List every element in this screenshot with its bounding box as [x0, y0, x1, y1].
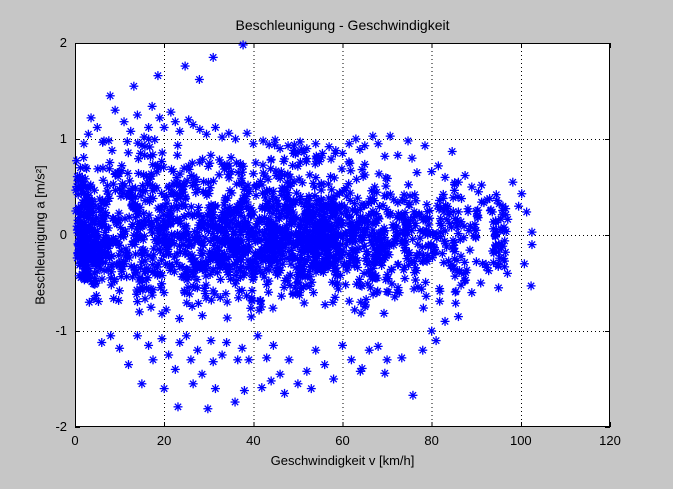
x-tick-label: 100 [509, 433, 532, 448]
y-tick-label: 2 [59, 35, 67, 50]
x-tick-label: 80 [424, 433, 439, 448]
x-axis-label: Geschwindigkeit v [km/h] [270, 453, 415, 468]
x-tick-label: 40 [246, 433, 261, 448]
x-tick-label: 20 [156, 433, 172, 448]
x-tick-label: 120 [599, 433, 621, 448]
y-tick-label: 0 [59, 227, 67, 242]
y-tick-label: -1 [55, 323, 67, 338]
chart-title: Beschleunigung - Geschwindigkeit [235, 17, 450, 33]
x-tick-label: 60 [335, 433, 350, 448]
y-tick-label: -2 [55, 419, 67, 434]
x-tick-label: 0 [71, 433, 79, 448]
y-tick-label: 1 [59, 131, 67, 146]
